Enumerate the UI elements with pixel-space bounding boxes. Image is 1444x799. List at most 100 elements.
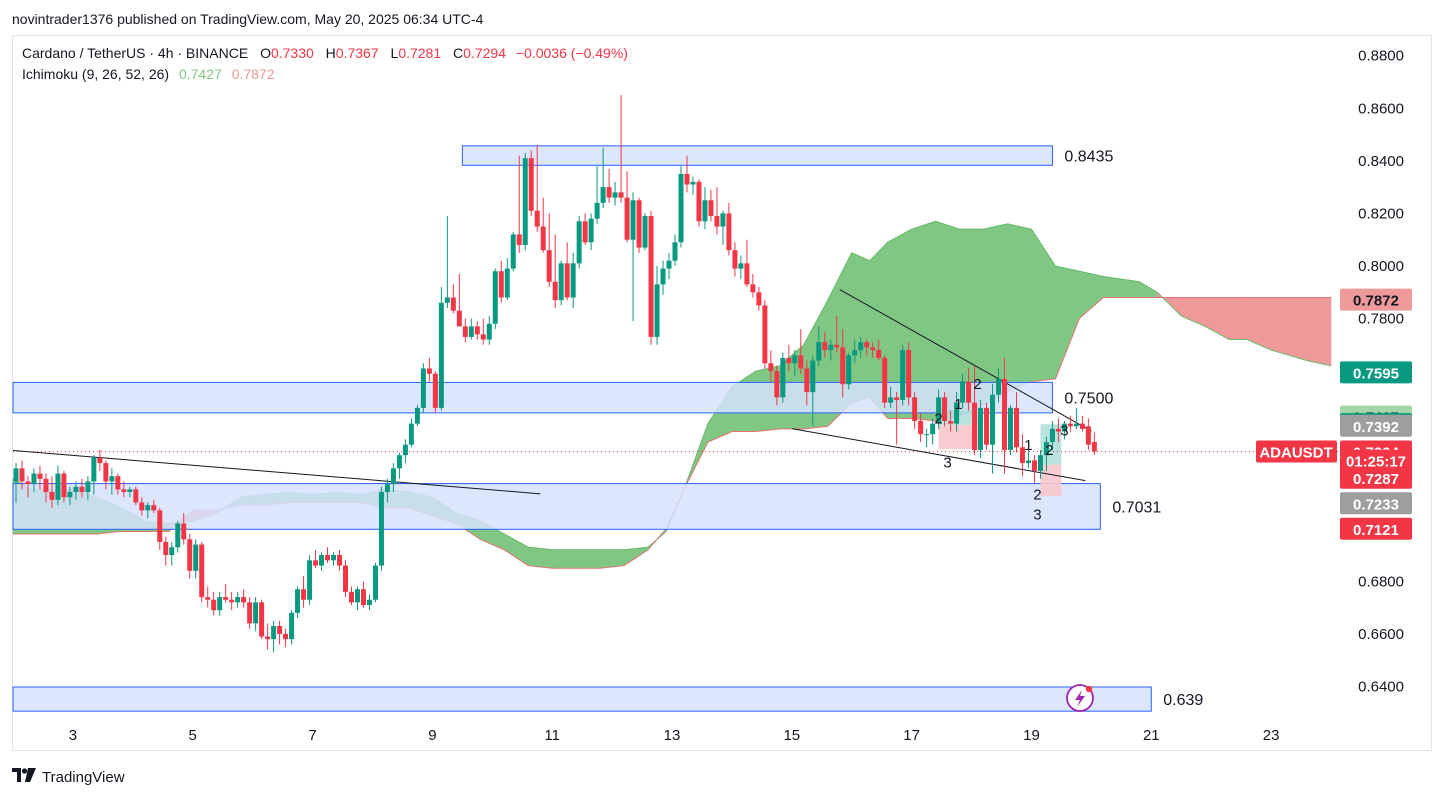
candle-body	[1019, 447, 1025, 464]
candle-body	[259, 602, 265, 637]
candle-body	[624, 197, 630, 240]
trendline	[839, 289, 1092, 432]
candle-body	[600, 187, 606, 203]
price-label-box	[1340, 517, 1412, 540]
x-tick-label: 7	[308, 727, 316, 744]
y-tick-label: 0.8200	[1358, 205, 1404, 222]
position-box	[1040, 464, 1062, 497]
candle-body	[948, 421, 954, 424]
candle-body	[912, 397, 918, 422]
candle-body	[504, 268, 510, 298]
price-label-box	[1340, 449, 1412, 472]
cloud-segment	[599, 549, 625, 569]
candle-body	[576, 221, 582, 264]
candle-body	[864, 342, 870, 348]
candle-body	[564, 263, 570, 298]
candle-body	[1091, 442, 1097, 452]
zone-label: 0.639	[1163, 692, 1203, 709]
candle-body	[396, 455, 402, 469]
zone-label: 0.7500	[1064, 391, 1113, 408]
candle-body	[858, 342, 864, 351]
ichimoku-span-a-value: 0.7427	[178, 66, 222, 82]
candle-body	[648, 216, 654, 337]
candle-body	[145, 505, 151, 511]
change-value: −0.0036 (−0.49%)	[515, 45, 628, 61]
candle-body	[900, 350, 906, 400]
candle-body	[942, 397, 948, 422]
replay-lightning-icon[interactable]	[1066, 684, 1094, 712]
candle-body	[702, 200, 708, 222]
wave-label: 3	[943, 454, 951, 471]
candle-body	[307, 560, 313, 600]
price-scale-labels: 0.78720.75950.74270.73980.73920.729401:2…	[1256, 288, 1412, 540]
candle-body	[97, 457, 103, 464]
candle-body	[684, 173, 690, 185]
price-label-text: 01:25:17	[1346, 454, 1406, 471]
price-label-text: 0.7872	[1353, 293, 1399, 310]
indicator-legend[interactable]: Ichimoku (9, 26, 52, 26) 0.7427 0.7872	[22, 66, 275, 82]
candle-body	[1025, 460, 1031, 464]
candle-body	[49, 491, 55, 500]
candle-body	[1002, 378, 1008, 450]
footer-brand[interactable]: TradingView	[12, 768, 125, 786]
wave-label: 2	[1033, 487, 1041, 504]
candle-body	[636, 200, 642, 248]
y-tick-label: 0.6600	[1358, 626, 1404, 643]
candle-body	[708, 200, 714, 217]
candle-body	[444, 297, 450, 303]
candle-body	[450, 297, 456, 311]
candle-body	[438, 302, 444, 408]
candle-body	[516, 234, 522, 245]
symbol-tag-box	[1256, 440, 1337, 463]
candle-body	[960, 381, 966, 403]
price-label-text: 0.7392	[1353, 419, 1399, 436]
candle-body	[295, 589, 301, 613]
candle-body	[522, 158, 528, 245]
candle-body	[319, 555, 325, 566]
cloud-segment	[851, 252, 871, 404]
candle-body	[594, 202, 600, 219]
candle-body	[618, 192, 624, 198]
ichimoku-label: Ichimoku (9, 26, 52, 26)	[22, 66, 170, 82]
cloud-segment	[1055, 265, 1080, 380]
candle-body	[331, 555, 337, 561]
tv-logo-icon	[12, 768, 36, 786]
candle-body	[1013, 407, 1019, 448]
candle-body	[85, 481, 91, 492]
wave-label: 1	[954, 396, 962, 413]
candle-body	[181, 523, 187, 540]
candle-body	[696, 181, 702, 222]
candle-body	[654, 284, 660, 337]
candle-body	[402, 444, 408, 456]
candle-body	[480, 334, 486, 340]
cloud-segment	[1121, 278, 1140, 298]
candle-body	[13, 468, 19, 482]
x-tick-label: 15	[783, 727, 800, 744]
candle-body	[342, 565, 348, 592]
x-tick-label: 5	[189, 727, 197, 744]
candle-body	[738, 263, 744, 269]
candle-body	[1079, 423, 1085, 429]
candle-body	[301, 589, 307, 600]
candle-body	[151, 505, 157, 511]
candle-body	[55, 473, 61, 500]
price-label-text: 0.7287	[1353, 471, 1399, 488]
symbol-tag-text: ADAUSDT	[1259, 445, 1332, 462]
candle-body	[420, 368, 426, 408]
candle-body	[678, 173, 684, 243]
candle-body	[67, 491, 73, 498]
candle-body	[163, 541, 169, 556]
high-value: 0.7367	[335, 45, 379, 61]
y-tick-label: 0.8000	[1358, 258, 1404, 275]
candle-body	[1061, 423, 1067, 432]
candle-body	[468, 326, 474, 337]
candle-body	[408, 423, 414, 445]
wave-label: 3	[1033, 507, 1041, 524]
candle-body	[79, 486, 85, 492]
candle-body	[672, 242, 678, 261]
price-label-text: 0.7595	[1353, 365, 1399, 382]
candle-body	[744, 263, 750, 285]
candle-body	[127, 489, 133, 492]
candle-body	[432, 373, 438, 408]
